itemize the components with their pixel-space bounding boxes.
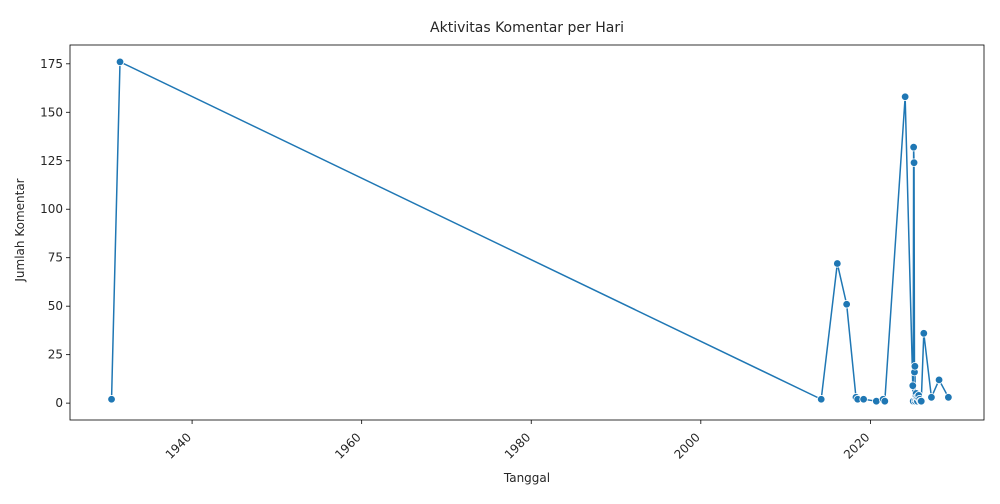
data-point: [842, 300, 851, 309]
series-line: [110, 61, 950, 402]
series-point-group: [107, 57, 953, 406]
y-tick-label: 175: [40, 57, 63, 71]
y-tick-label: 25: [48, 348, 63, 362]
axes-frame: [69, 44, 985, 421]
data-point: [944, 393, 953, 402]
y-tick-label: 125: [40, 154, 63, 168]
data-point: [917, 396, 926, 406]
y-tick-label: 0: [55, 396, 63, 410]
data-point: [107, 395, 116, 404]
y-tick-label: 75: [48, 251, 63, 265]
data-point: [910, 362, 920, 371]
y-tick-label: 100: [40, 202, 63, 216]
x-tick-label: 1980: [502, 430, 533, 461]
x-tick-label: 1960: [332, 430, 363, 461]
x-axis-ticks: 1940 1960 1980 2000 2020: [163, 420, 873, 462]
y-tick-label: 150: [40, 105, 63, 119]
x-tick-label: 2000: [671, 430, 702, 461]
y-axis-label: Jumlah Komentar: [13, 178, 27, 282]
data-point: [908, 381, 917, 390]
data-point: [934, 375, 944, 385]
data-point: [909, 142, 918, 152]
y-tick-label: 50: [48, 299, 63, 313]
data-point: [927, 393, 936, 402]
data-point: [859, 395, 868, 404]
x-tick-label: 1940: [163, 430, 194, 461]
series-line-group: [110, 61, 950, 402]
data-point: [909, 158, 919, 167]
data-point: [919, 329, 929, 338]
data-point: [900, 92, 910, 101]
data-point: [880, 396, 889, 406]
x-tick-label: 2020: [841, 430, 872, 461]
data-point: [115, 57, 125, 67]
x-axis-label: Tanggal: [503, 471, 550, 485]
y-axis-ticks: 0 25 50 75 100 125 150 175: [40, 57, 70, 410]
axes-border: [69, 44, 985, 421]
data-point: [817, 395, 826, 404]
chart-title: Aktivitas Komentar per Hari: [430, 20, 624, 36]
data-point: [833, 259, 842, 268]
